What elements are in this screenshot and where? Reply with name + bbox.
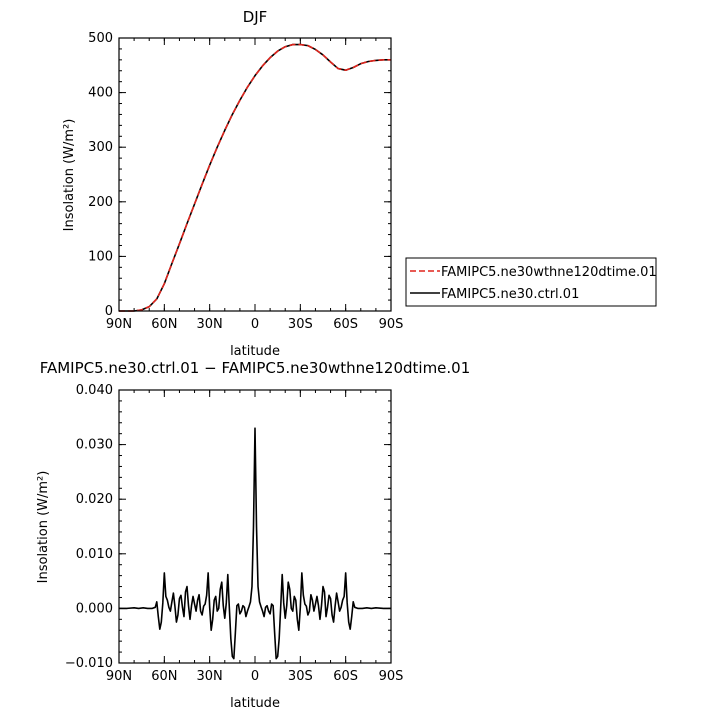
top-panel: DJF Insolation (W/m²) latitude 90N 60N 30N… (62, 8, 403, 359)
top-y-tick-label: 0 (105, 304, 113, 319)
bottom-y-tick-label: −0.010 (65, 656, 113, 671)
bottom-x-tick-label: 30S (288, 669, 313, 684)
top-y-axis-label: Insolation (W/m²) (62, 119, 77, 232)
top-x-tick-label: 0 (251, 317, 259, 332)
bottom-x-tick-label: 0 (251, 669, 259, 684)
top-x-tick-label: 30S (288, 317, 313, 332)
legend-label-series-1: FAMIPC5.ne30wthne120dtime.01 (441, 265, 657, 280)
bottom-x-tick-label: 30N (197, 669, 223, 684)
bottom-y-axis-label: Insolation (W/m²) (36, 471, 51, 584)
top-chart-title: DJF (243, 8, 268, 26)
bottom-y-tick-label: 0.020 (76, 492, 113, 507)
top-x-tick-label: 60N (151, 317, 177, 332)
bottom-y-tick-label: 0.040 (76, 383, 113, 398)
bottom-x-tick-label: 60S (333, 669, 358, 684)
legend-box (405, 257, 657, 307)
bottom-x-tick-label: 60N (151, 669, 177, 684)
top-plot-frame (118, 37, 392, 312)
top-x-axis-label: latitude (230, 344, 280, 359)
top-series-line-2 (119, 43, 391, 312)
top-y-tick-label: 500 (88, 31, 113, 46)
top-y-tick-label: 100 (88, 249, 113, 264)
top-x-tick-label: 90S (379, 317, 404, 332)
top-series-line-1 (119, 43, 391, 312)
top-x-tick-label: 60S (333, 317, 358, 332)
bottom-x-tick-label: 90N (106, 669, 132, 684)
legend-label-series-2: FAMIPC5.ne30.ctrl.01 (441, 287, 579, 302)
bottom-y-tick-label: 0.000 (76, 601, 113, 616)
legend: FAMIPC5.ne30wthne120dtime.01 FAMIPC5.ne3… (405, 257, 657, 307)
top-x-tick-label: 90N (106, 317, 132, 332)
bottom-y-tick-label: 0.010 (76, 547, 113, 562)
bottom-panel: FAMIPC5.ne30.ctrl.01 − FAMIPC5.ne30wthne… (36, 359, 470, 711)
bottom-chart-title: FAMIPC5.ne30.ctrl.01 − FAMIPC5.ne30wthne… (40, 359, 471, 377)
top-y-tick-label: 200 (88, 195, 113, 210)
bottom-series-line-1 (119, 427, 391, 660)
bottom-y-tick-label: 0.030 (76, 438, 113, 453)
bottom-x-axis-label: latitude (230, 696, 280, 711)
top-x-tick-label: 30N (197, 317, 223, 332)
bottom-plot-frame (118, 389, 392, 664)
top-y-tick-label: 300 (88, 140, 113, 155)
top-y-tick-label: 400 (88, 86, 113, 101)
bottom-x-tick-label: 90S (379, 669, 404, 684)
